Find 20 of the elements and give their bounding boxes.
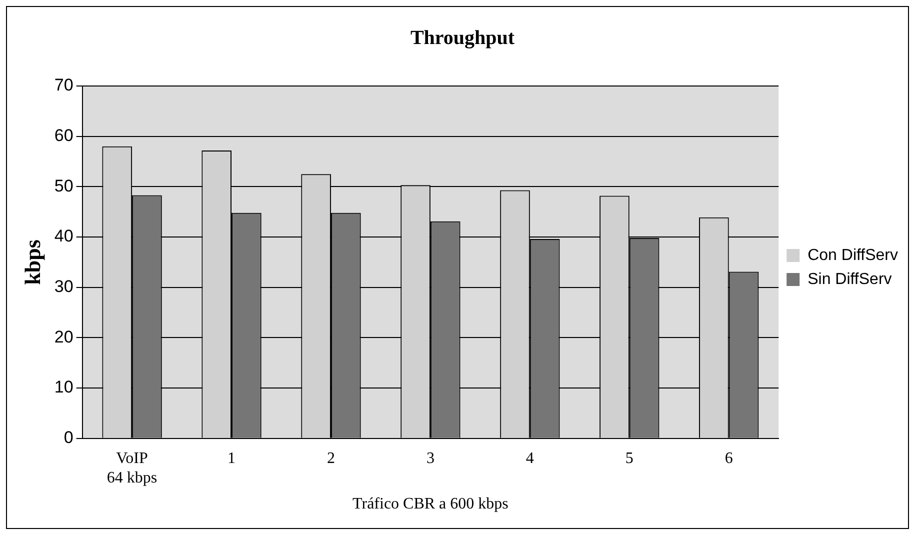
y-tick-label: 0 [64, 428, 74, 448]
y-tick-label: 60 [54, 126, 74, 146]
y-tick-label: 40 [54, 226, 74, 246]
x-tick-label: 3 [426, 450, 434, 468]
y-tick-label: 50 [54, 176, 74, 196]
x-tick-label: 6 [724, 450, 733, 468]
y-tick-label: 20 [54, 327, 74, 346]
x-tick-label: 2 [326, 450, 335, 468]
x-tick-label: 5 [625, 450, 634, 468]
chart-title: Throughput [410, 27, 515, 50]
x-tick-label: 1 [228, 450, 236, 468]
y-tick-label: 30 [54, 277, 74, 296]
y-tick-label: 70 [54, 76, 74, 95]
y-axis-title: kbps [20, 239, 45, 285]
y-tick-label: 10 [54, 378, 74, 397]
x-tick-label: 4 [526, 450, 534, 468]
legend-label: Sin DiffServ [808, 270, 892, 288]
x-tick-label: VoIP 64 kbps [106, 450, 158, 486]
legend-label: Con DiffServ [808, 246, 898, 264]
x-axis-title: Tráfico CBR a 600 kbps [352, 496, 508, 513]
